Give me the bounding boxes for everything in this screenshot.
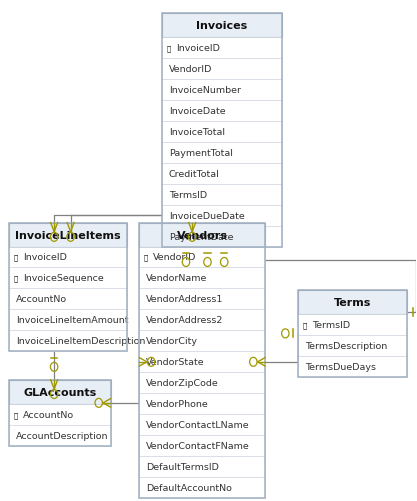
Text: VendorAddress2: VendorAddress2 xyxy=(146,316,224,325)
Text: DefaultTermsID: DefaultTermsID xyxy=(146,462,219,471)
Bar xyxy=(298,291,407,377)
Bar xyxy=(139,247,265,268)
Text: TermsDescription: TermsDescription xyxy=(305,341,387,350)
Text: GLAccounts: GLAccounts xyxy=(23,387,97,397)
Text: AccountNo: AccountNo xyxy=(23,410,74,419)
Bar xyxy=(139,268,265,289)
Bar xyxy=(162,205,281,226)
Bar xyxy=(10,289,127,310)
Text: VendorPhone: VendorPhone xyxy=(146,399,209,408)
Text: InvoiceID: InvoiceID xyxy=(176,44,219,53)
Text: PaymentTotal: PaymentTotal xyxy=(168,148,233,157)
Text: InvoiceLineItemDescription: InvoiceLineItemDescription xyxy=(16,337,146,346)
Text: 🔑: 🔑 xyxy=(303,322,307,328)
Bar xyxy=(139,310,265,331)
Bar xyxy=(139,331,265,352)
Text: InvoiceLineItems: InvoiceLineItems xyxy=(15,230,121,240)
Text: AccountDescription: AccountDescription xyxy=(16,431,108,440)
Bar xyxy=(10,268,127,289)
Text: TermsDueDays: TermsDueDays xyxy=(305,362,376,371)
Text: 🔑: 🔑 xyxy=(144,254,148,261)
Text: VendorZipCode: VendorZipCode xyxy=(146,379,219,387)
Text: 🔑: 🔑 xyxy=(14,254,18,261)
Text: Vendors: Vendors xyxy=(177,230,228,240)
Text: VendorContactFName: VendorContactFName xyxy=(146,441,250,450)
Text: 🔑: 🔑 xyxy=(166,45,171,52)
Bar xyxy=(298,356,407,377)
Text: InvoiceID: InvoiceID xyxy=(23,253,67,262)
Text: Terms: Terms xyxy=(334,297,372,307)
Bar xyxy=(10,223,127,352)
Text: CreditTotal: CreditTotal xyxy=(168,169,219,178)
Text: 🔑: 🔑 xyxy=(14,411,18,418)
Text: VendorName: VendorName xyxy=(146,274,207,283)
Bar xyxy=(139,477,265,498)
Bar xyxy=(162,101,281,121)
Bar xyxy=(10,223,127,247)
Bar xyxy=(10,380,111,404)
Bar xyxy=(139,435,265,456)
Bar xyxy=(298,335,407,356)
Bar xyxy=(162,226,281,247)
Text: PaymentDate: PaymentDate xyxy=(168,232,233,241)
Bar xyxy=(162,38,281,59)
Text: AccountNo: AccountNo xyxy=(16,295,67,304)
Bar xyxy=(162,121,281,142)
Text: VendorID: VendorID xyxy=(153,253,196,262)
Text: VendorCity: VendorCity xyxy=(146,337,198,346)
Bar xyxy=(162,14,281,247)
Bar xyxy=(139,373,265,393)
Bar xyxy=(162,14,281,38)
Bar xyxy=(10,331,127,352)
Text: TermsID: TermsID xyxy=(312,320,350,329)
Bar xyxy=(139,223,265,247)
Text: VendorID: VendorID xyxy=(168,65,212,74)
Bar xyxy=(10,404,111,425)
Text: InvoiceLineItemAmount: InvoiceLineItemAmount xyxy=(16,316,128,325)
Text: InvoiceDueDate: InvoiceDueDate xyxy=(168,211,244,220)
Bar xyxy=(10,380,111,446)
Bar xyxy=(162,59,281,80)
Bar xyxy=(139,289,265,310)
Bar xyxy=(298,291,407,314)
Text: VendorContactLName: VendorContactLName xyxy=(146,420,250,429)
Bar xyxy=(139,223,265,498)
Bar xyxy=(162,142,281,163)
Text: VendorState: VendorState xyxy=(146,358,205,367)
Bar xyxy=(139,414,265,435)
Text: Invoices: Invoices xyxy=(196,21,247,31)
Bar xyxy=(298,314,407,335)
Text: InvoiceNumber: InvoiceNumber xyxy=(168,86,241,95)
Text: VendorAddress1: VendorAddress1 xyxy=(146,295,224,304)
Bar xyxy=(139,456,265,477)
Text: TermsID: TermsID xyxy=(168,190,207,199)
Text: 🔑: 🔑 xyxy=(14,275,18,282)
Bar xyxy=(162,80,281,101)
Text: InvoiceSequence: InvoiceSequence xyxy=(23,274,104,283)
Text: InvoiceTotal: InvoiceTotal xyxy=(168,127,225,136)
Bar xyxy=(10,310,127,331)
Text: InvoiceDate: InvoiceDate xyxy=(168,107,225,116)
Bar xyxy=(162,163,281,184)
Bar xyxy=(139,393,265,414)
Bar xyxy=(139,352,265,373)
Bar xyxy=(10,247,127,268)
Bar xyxy=(10,425,111,446)
Bar xyxy=(162,184,281,205)
Text: DefaultAccountNo: DefaultAccountNo xyxy=(146,483,232,492)
